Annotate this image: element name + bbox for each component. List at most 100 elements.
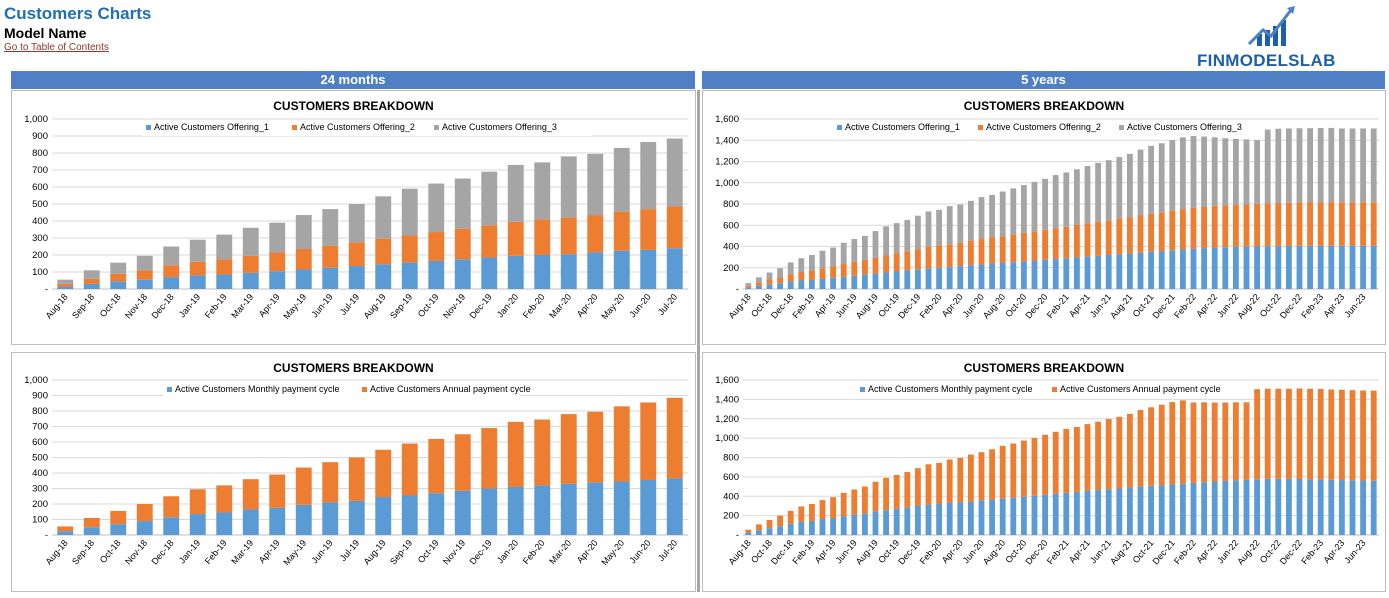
bar-segment	[1307, 388, 1314, 480]
bar-segment	[1296, 202, 1303, 246]
bar-segment	[904, 507, 911, 535]
x-tick-label: Apr-22	[1194, 538, 1219, 565]
y-tick-label: 900	[32, 131, 48, 142]
x-tick-label: Feb-19	[790, 538, 816, 566]
bar-segment	[808, 270, 815, 280]
legend-box	[142, 121, 592, 136]
x-tick-label: Mar-19	[229, 538, 255, 566]
x-tick-label: Jul-19	[338, 292, 361, 317]
bar-segment	[819, 500, 826, 520]
finmodelslab-logo: FINMODELSLAB	[1197, 4, 1357, 70]
legend-box	[833, 121, 1277, 136]
bar-segment	[893, 253, 900, 272]
bar-segment	[989, 449, 996, 500]
bar-segment	[1148, 145, 1155, 214]
bar-segment	[777, 515, 784, 527]
bar-segment	[1328, 202, 1335, 246]
x-tick-label: Aug-22	[1235, 538, 1261, 567]
bar-segment	[454, 490, 471, 535]
bar-segment	[755, 282, 762, 286]
bar-segment	[1031, 495, 1038, 535]
y-tick-label: 1,000	[715, 433, 739, 444]
y-tick-label: 500	[32, 199, 48, 210]
x-tick-label: Apr-19	[813, 292, 838, 319]
bar-segment	[534, 255, 551, 289]
bar-segment	[1211, 137, 1218, 206]
bar-segment	[1254, 203, 1261, 247]
y-tick-label: 600	[723, 220, 739, 231]
bar-segment	[613, 211, 630, 251]
x-tick-label: Aug-21	[1108, 292, 1134, 321]
bar-segment	[640, 479, 657, 535]
y-tick-label: 100	[32, 515, 48, 526]
bar-segment	[110, 281, 127, 289]
bar-segment	[914, 215, 921, 250]
bar-segment	[840, 516, 847, 535]
bar-segment	[946, 267, 953, 289]
bar-segment	[428, 493, 445, 535]
bar-segment	[1042, 259, 1049, 289]
bar-segment	[534, 485, 551, 535]
bar-segment	[560, 156, 577, 218]
bar-segment	[1126, 217, 1133, 254]
x-tick-label: Sep-18	[70, 538, 96, 567]
legend-swatch	[292, 125, 297, 130]
legend-swatch	[362, 387, 367, 392]
bar-segment	[401, 188, 418, 236]
bar-segment	[1232, 246, 1239, 289]
bar-segment	[766, 528, 773, 535]
bar-segment	[1328, 479, 1335, 535]
bar-segment	[454, 228, 471, 260]
bar-segment	[1158, 143, 1165, 213]
bar-segment	[851, 514, 858, 535]
x-tick-label: Feb-20	[521, 538, 547, 566]
bar-segment	[348, 266, 365, 289]
bar-segment	[1179, 483, 1186, 535]
x-tick-label: Apr-20	[575, 292, 600, 319]
bar-segment	[989, 499, 996, 535]
bar-segment	[777, 283, 784, 289]
y-tick-label: 1,600	[715, 114, 739, 125]
bar-segment	[1317, 128, 1324, 203]
x-tick-label: Feb-21	[1045, 292, 1071, 320]
bar-segment	[1349, 245, 1356, 289]
bar-segment	[1370, 128, 1377, 203]
toc-link[interactable]: Go to Table of Contents	[4, 42, 109, 53]
bar-segment	[1020, 496, 1027, 535]
y-tick-label: 1,000	[24, 114, 48, 125]
bar-segment	[560, 254, 577, 289]
bar-segment	[57, 531, 74, 535]
bar-segment	[840, 276, 847, 289]
bar-segment	[883, 477, 890, 511]
band-5-years: 5 years	[702, 71, 1385, 89]
bar-segment	[1020, 440, 1027, 497]
bar-segment	[1042, 494, 1049, 535]
bar-segment	[999, 498, 1006, 535]
bar-segment	[925, 268, 932, 289]
x-tick-label: Jan-19	[177, 292, 202, 320]
bar-segment	[1073, 225, 1080, 258]
chart-panel-2: CUSTOMERS BREAKDOWN - 200 400 600 800 1,000 1,2…	[702, 90, 1386, 345]
bar-segment	[1010, 188, 1017, 235]
bar-segment	[904, 251, 911, 271]
legend-label: Active Customers Annual payment cycle	[370, 384, 531, 394]
chart-title: CUSTOMERS BREAKDOWN	[964, 361, 1124, 375]
bar-segment	[1031, 181, 1038, 232]
bar-segment	[189, 261, 206, 276]
bar-segment	[872, 273, 879, 289]
bar-segment	[587, 215, 604, 253]
x-tick-label: Sep-19	[388, 538, 414, 567]
bar-segment	[163, 265, 180, 278]
bar-segment	[1232, 204, 1239, 247]
bar-segment	[189, 239, 206, 262]
bar-segment	[1264, 388, 1271, 479]
bar-segment	[946, 206, 953, 245]
bar-segment	[110, 510, 127, 525]
bar-segment	[507, 164, 524, 222]
bar-segment	[1275, 478, 1282, 535]
bar-segment	[1105, 220, 1112, 255]
y-tick-label: 1,400	[715, 135, 739, 146]
bar-segment	[110, 273, 127, 282]
chart-payment-24-months: CUSTOMERS BREAKDOWN - 100 200 300 400 500 600 70…	[24, 361, 688, 567]
bar-segment	[189, 275, 206, 289]
